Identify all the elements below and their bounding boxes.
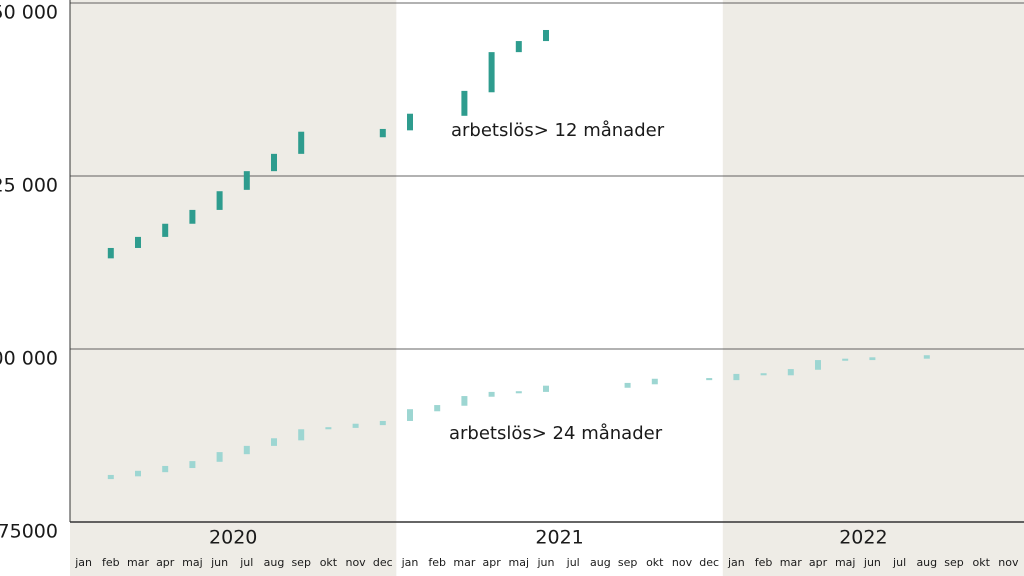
x-tick-label: aug <box>916 556 937 569</box>
x-tick-label: mar <box>780 556 802 569</box>
series-label: arbetslös> 12 månader <box>451 120 665 141</box>
range-bar <box>271 438 277 446</box>
year-band <box>70 0 397 576</box>
y-tick-label: 75000 <box>0 521 58 543</box>
x-tick-label: sep <box>944 556 963 569</box>
x-tick-label: okt <box>320 556 338 569</box>
range-bar <box>189 209 196 224</box>
x-tick-label: okt <box>972 556 990 569</box>
range-bar <box>923 355 930 359</box>
y-tick-label: 125 000 <box>0 175 58 197</box>
range-bar <box>162 465 169 473</box>
marks <box>107 29 930 480</box>
x-tick-label: maj <box>509 556 530 569</box>
range-bar <box>325 427 332 430</box>
range-bar <box>189 461 196 469</box>
range-bar <box>543 29 549 42</box>
x-tick-label: maj <box>182 556 203 569</box>
range-bar <box>842 358 849 361</box>
range-bar <box>107 474 114 480</box>
x-tick-label: jul <box>239 556 253 569</box>
range-bar <box>407 113 413 131</box>
range-bar <box>624 382 631 388</box>
range-bar <box>787 369 794 376</box>
range-bar <box>760 373 767 376</box>
year-label: 2021 <box>535 527 583 549</box>
range-bar <box>352 423 359 428</box>
range-bar <box>543 385 549 392</box>
range-bar <box>733 373 740 381</box>
range-bar <box>298 429 305 441</box>
y-tick-label: 100 000 <box>0 348 58 370</box>
series-label: arbetslös> 24 månader <box>449 423 663 444</box>
range-bar <box>216 452 223 462</box>
range-bar <box>243 445 250 455</box>
range-bar <box>869 357 876 361</box>
x-tick-label: aug <box>264 556 285 569</box>
range-bar <box>162 223 169 237</box>
range-bar <box>488 52 495 93</box>
range-bar <box>379 128 386 138</box>
grid <box>69 0 1024 523</box>
range-bar <box>407 409 413 421</box>
range-bar <box>298 131 305 154</box>
x-tick-label: jun <box>863 556 881 569</box>
x-tick-label: mar <box>127 556 149 569</box>
range-bar <box>434 405 441 412</box>
range-bar <box>271 153 277 172</box>
x-tick-label: jul <box>892 556 906 569</box>
range-bar <box>135 236 141 248</box>
x-tick-label: nov <box>998 556 1019 569</box>
x-tick-label: mar <box>453 556 475 569</box>
x-tick-label: dec <box>699 556 719 569</box>
range-bar <box>706 378 713 381</box>
range-bar <box>135 470 141 477</box>
x-tick-label: jan <box>727 556 745 569</box>
range-bar <box>379 420 386 426</box>
range-bar <box>107 247 114 259</box>
range-bar <box>815 360 821 370</box>
x-tick-label: jun <box>537 556 555 569</box>
y-tick-label: 150 000 <box>0 2 58 24</box>
x-tick-label: jul <box>566 556 580 569</box>
year-bands <box>70 0 1024 576</box>
x-tick-label: jun <box>210 556 228 569</box>
year-label: 2022 <box>839 527 887 549</box>
x-tick-label: okt <box>646 556 664 569</box>
x-tick-label: nov <box>345 556 366 569</box>
range-bar <box>461 396 468 406</box>
x-tick-label: sep <box>291 556 310 569</box>
x-tick-label: apr <box>156 556 175 569</box>
x-tick-label: jan <box>74 556 92 569</box>
range-bar <box>515 391 522 394</box>
x-tick-label: feb <box>755 556 773 569</box>
x-tick-label: feb <box>102 556 120 569</box>
year-band <box>396 0 723 576</box>
x-tick-label: aug <box>590 556 611 569</box>
year-label: 2020 <box>209 527 257 549</box>
range-bar <box>216 191 223 210</box>
range-bar <box>488 391 495 397</box>
range-bar <box>243 171 250 190</box>
range-bar <box>461 90 468 116</box>
range-bar <box>515 41 522 53</box>
x-tick-label: sep <box>618 556 637 569</box>
x-tick-label: feb <box>428 556 446 569</box>
x-tick-label: apr <box>809 556 828 569</box>
x-tick-label: jan <box>401 556 419 569</box>
x-tick-label: maj <box>835 556 856 569</box>
year-band <box>722 0 1024 576</box>
x-tick-label: nov <box>672 556 693 569</box>
range-bar <box>651 378 658 385</box>
x-tick-label: apr <box>482 556 501 569</box>
x-tick-label: dec <box>373 556 393 569</box>
